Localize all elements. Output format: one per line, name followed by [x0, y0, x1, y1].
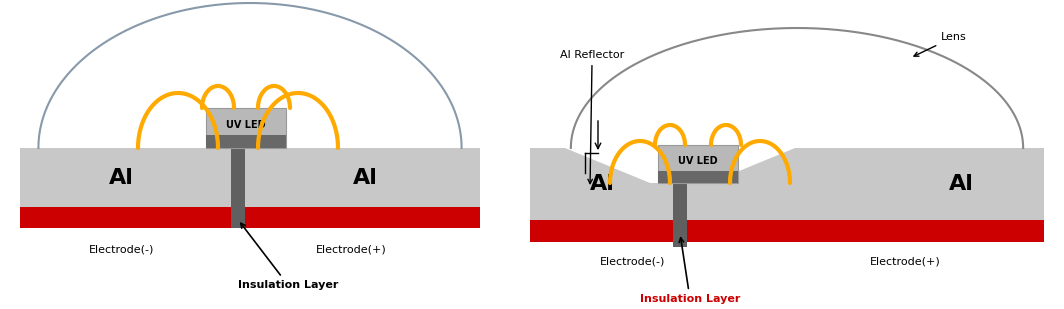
- Text: UV LED: UV LED: [227, 120, 266, 130]
- Bar: [206, 135, 286, 148]
- Text: Al: Al: [949, 174, 975, 194]
- Bar: [530, 220, 1044, 242]
- Text: UV LED: UV LED: [678, 156, 718, 166]
- Text: Lens: Lens: [914, 32, 967, 56]
- Text: Insulation Layer: Insulation Layer: [238, 223, 338, 290]
- Text: Electrode(-): Electrode(-): [88, 244, 154, 254]
- Bar: [530, 148, 1044, 220]
- Bar: [658, 171, 738, 183]
- Text: Electrode(+): Electrode(+): [316, 244, 386, 254]
- Bar: [658, 145, 738, 183]
- Text: Al: Al: [352, 167, 378, 188]
- Text: Electrode(-): Electrode(-): [600, 256, 665, 266]
- Bar: [20, 207, 480, 228]
- Text: Electrode(+): Electrode(+): [870, 256, 941, 266]
- Text: Insulation Layer: Insulation Layer: [639, 238, 741, 304]
- Text: Al Reflector: Al Reflector: [560, 50, 625, 184]
- Bar: [674, 168, 687, 247]
- Bar: [206, 108, 286, 148]
- Text: Al: Al: [109, 167, 134, 188]
- Polygon shape: [565, 148, 795, 183]
- Text: Al: Al: [589, 174, 614, 194]
- Bar: [20, 148, 480, 207]
- Bar: [231, 143, 245, 228]
